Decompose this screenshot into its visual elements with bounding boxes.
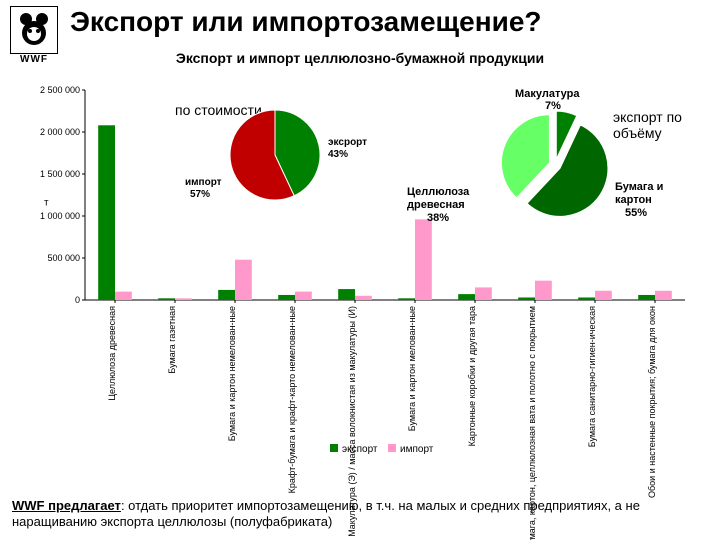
bar-chart-subtitle: по стоимости — [175, 102, 262, 118]
x-category-label: Бумага и картон немелован-ные — [227, 306, 237, 441]
bar-import — [235, 260, 252, 300]
svg-text:57%: 57% — [190, 189, 210, 200]
page-title: Экспорт или импортозамещение? — [70, 6, 542, 38]
bar-import — [535, 281, 552, 300]
x-category-label: Картонные коробки и другая тара — [467, 306, 477, 446]
x-category-label: Бумага газетная — [167, 306, 177, 374]
svg-text:2 000 000: 2 000 000 — [40, 127, 80, 137]
x-category-label: Крафт-бумага и крафт-карто немелован-ные — [287, 306, 297, 493]
svg-text:0: 0 — [75, 295, 80, 305]
chart-overall-subtitle: Экспорт и импорт целлюлозно-бумажной про… — [70, 50, 650, 66]
svg-text:импорт: импорт — [185, 177, 222, 188]
bar-export — [98, 125, 115, 300]
svg-text:7%: 7% — [545, 100, 561, 112]
svg-text:38%: 38% — [427, 212, 449, 224]
bar-export — [518, 297, 535, 300]
svg-text:т: т — [44, 198, 49, 209]
page-root: WWF Экспорт или импортозамещение? Экспор… — [0, 0, 720, 540]
bar-export — [338, 289, 355, 300]
pie-slice — [501, 115, 549, 198]
x-category-label: Целлюлоза древесная — [107, 306, 117, 401]
bar-import — [175, 298, 192, 300]
combined-chart-area: 0 500 000 1 000 000 1 500 000 2 000 000 2 500… — [40, 80, 700, 460]
footer-note: WWF предлагает: отдать приоритет импорто… — [12, 498, 708, 531]
svg-text:эксрорт: эксрорт — [328, 137, 367, 148]
bar-import — [355, 296, 372, 300]
bar-export — [398, 298, 415, 300]
wwf-logo-text: WWF — [10, 54, 58, 65]
svg-text:древесная: древесная — [407, 199, 465, 211]
svg-text:500 000: 500 000 — [47, 253, 80, 263]
svg-text:2 500 000: 2 500 000 — [40, 85, 80, 95]
bar-import — [595, 291, 612, 300]
pie-right-subtitle: экспорт по — [613, 109, 682, 125]
svg-text:Макулатура: Макулатура — [515, 88, 580, 100]
bar-import — [115, 292, 132, 300]
svg-text:1 500 000: 1 500 000 — [40, 169, 80, 179]
bar-export — [638, 295, 655, 300]
svg-text:55%: 55% — [625, 207, 647, 219]
x-category-label: Бумага и картон мелован-ные — [407, 306, 417, 431]
svg-text:картон: картон — [615, 194, 652, 206]
bar-export — [158, 298, 175, 300]
svg-text:1 000 000: 1 000 000 — [40, 211, 80, 221]
bar-export — [278, 295, 295, 300]
svg-text:Целлюлоза: Целлюлоза — [407, 186, 470, 198]
wwf-logo — [10, 6, 58, 54]
svg-text:43%: 43% — [328, 149, 348, 160]
bar-export — [458, 294, 475, 300]
x-category-label: Бумага санитарно-гигиен-ическая — [587, 306, 597, 447]
svg-text:объёму: объёму — [613, 125, 662, 141]
svg-text:Бумага и: Бумага и — [615, 181, 663, 193]
footer-bold: WWF предлагает — [12, 498, 121, 513]
bar-import — [655, 291, 672, 300]
bar-import — [475, 287, 492, 300]
bar-import — [295, 292, 312, 300]
bar-export — [578, 297, 595, 300]
bar-export — [218, 290, 235, 300]
svg-text:экспорт: экспорт — [342, 444, 378, 455]
svg-text:импорт: импорт — [400, 444, 434, 455]
x-category-label: Обои и настенные покрытия; бумага для ок… — [647, 306, 657, 498]
bar-import — [415, 219, 432, 300]
